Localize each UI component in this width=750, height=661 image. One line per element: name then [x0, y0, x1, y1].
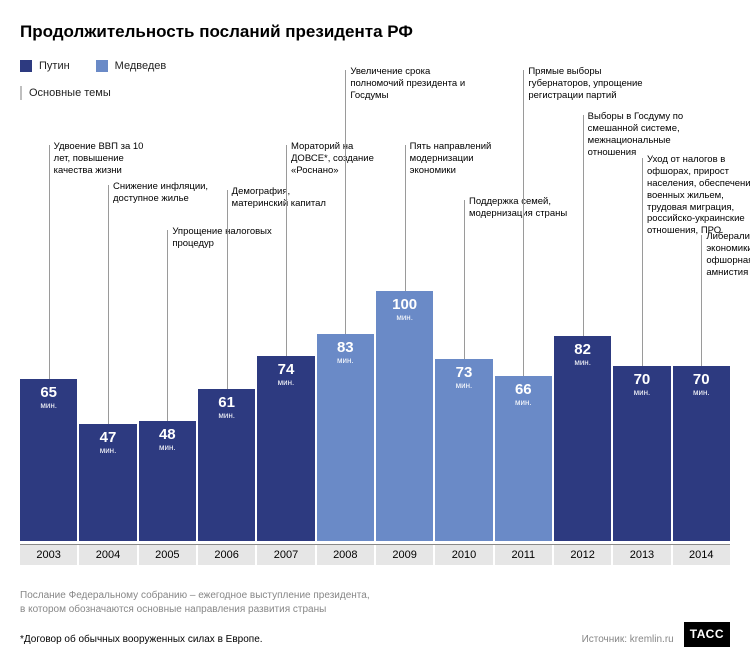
- bar-col: 47мин.: [79, 424, 136, 542]
- year-cell: 2006: [198, 545, 255, 565]
- bar-col: 66мин.: [495, 376, 552, 541]
- bar-value: 83мин.: [317, 340, 374, 365]
- bar: 82мин.: [554, 336, 611, 541]
- annotation-text: Прямые выборы губернаторов, упрощение ре…: [528, 66, 648, 102]
- bar-value: 48мин.: [139, 427, 196, 452]
- legend-medvedev-label: Медведев: [115, 60, 167, 72]
- bar-col: 70мин.: [673, 366, 730, 541]
- bar-value: 65мин.: [20, 385, 77, 410]
- bar: 70мин.: [673, 366, 730, 541]
- bar: 65мин.: [20, 379, 77, 542]
- year-cell: 2014: [673, 545, 730, 565]
- year-cell: 2012: [554, 545, 611, 565]
- year-cell: 2013: [613, 545, 670, 565]
- year-cell: 2003: [20, 545, 77, 565]
- bar: 61мин.: [198, 389, 255, 542]
- bar: 74мин.: [257, 356, 314, 541]
- bar-value: 82мин.: [554, 342, 611, 367]
- bar-value: 70мин.: [613, 372, 670, 397]
- year-cell: 2009: [376, 545, 433, 565]
- annotation-line: [405, 145, 406, 291]
- bar-col: 70мин.: [613, 366, 670, 541]
- legend-putin-swatch: [20, 60, 32, 72]
- bar-value: 61мин.: [198, 395, 255, 420]
- bar-value: 74мин.: [257, 362, 314, 387]
- bar-col: 61мин.: [198, 389, 255, 542]
- bar-col: 74мин.: [257, 356, 314, 541]
- year-cell: 2004: [79, 545, 136, 565]
- bar-col: 65мин.: [20, 379, 77, 542]
- year-cell: 2010: [435, 545, 492, 565]
- legend-medvedev-swatch: [96, 60, 108, 72]
- annotation-text: Выборы в Госдуму по смешанной системе, м…: [588, 111, 708, 159]
- source-label: Источник: kremlin.ru: [582, 633, 674, 648]
- annotation-text: Увеличение срока полномочий президента и…: [350, 66, 470, 102]
- tass-logo: ТАСС: [684, 622, 730, 647]
- annotation-text: Упрощение налоговых процедур: [172, 226, 272, 250]
- footer-desc-2: в котором обозначаются основные направле…: [20, 603, 730, 618]
- bar: 47мин.: [79, 424, 136, 542]
- annotation-text: Демография, материнский капитал: [232, 186, 332, 210]
- bar: 100мин.: [376, 291, 433, 541]
- footnote: *Договор об обычных вооруженных силах в …: [20, 633, 263, 648]
- chart-area: Удвоение ВВП за 10 лет, повышение качест…: [20, 90, 730, 565]
- bar: 83мин.: [317, 334, 374, 542]
- annotation-text: Пять направлений модернизации экономики: [410, 141, 510, 177]
- annotation-text: Мораторий на ДОВСЕ*, создание «Роснано»: [291, 141, 391, 177]
- bar: 66мин.: [495, 376, 552, 541]
- year-cell: 2007: [257, 545, 314, 565]
- bar-value: 100мин.: [376, 297, 433, 322]
- bar-col: 82мин.: [554, 336, 611, 541]
- annotation-text: Либерализация экономики, офшорная амнист…: [706, 231, 750, 279]
- year-cell: 2005: [139, 545, 196, 565]
- chart-title: Продолжительность посланий президента РФ: [20, 22, 730, 42]
- footer-desc-1: Послание Федеральному собранию – ежегодн…: [20, 589, 730, 604]
- legend-medvedev: Медведев: [96, 60, 167, 72]
- bar-col: 73мин.: [435, 359, 492, 542]
- legend-putin-label: Путин: [39, 60, 70, 72]
- bar: 48мин.: [139, 421, 196, 541]
- bars-row: 65мин.47мин.48мин.61мин.74мин.83мин.100м…: [20, 291, 730, 541]
- annotation-text: Снижение инфляции, доступное жилье: [113, 181, 213, 205]
- bar-col: 48мин.: [139, 421, 196, 541]
- bar-value: 47мин.: [79, 430, 136, 455]
- year-cell: 2008: [317, 545, 374, 565]
- year-cell: 2011: [495, 545, 552, 565]
- annotation-text: Поддержка семей, модернизация страны: [469, 196, 569, 220]
- year-row: 2003200420052006200720082009201020112012…: [20, 544, 730, 565]
- annotation-text: Удвоение ВВП за 10 лет, повышение качест…: [54, 141, 154, 177]
- bar: 70мин.: [613, 366, 670, 541]
- bar-col: 100мин.: [376, 291, 433, 541]
- bar: 73мин.: [435, 359, 492, 542]
- bar-value: 70мин.: [673, 372, 730, 397]
- bar-col: 83мин.: [317, 334, 374, 542]
- legend-putin: Путин: [20, 60, 70, 72]
- bar-value: 66мин.: [495, 382, 552, 407]
- bar-value: 73мин.: [435, 365, 492, 390]
- footer: Послание Федеральному собранию – ежегодн…: [20, 589, 730, 647]
- annotation-text: Уход от налогов в офшорах, прирост насел…: [647, 154, 750, 237]
